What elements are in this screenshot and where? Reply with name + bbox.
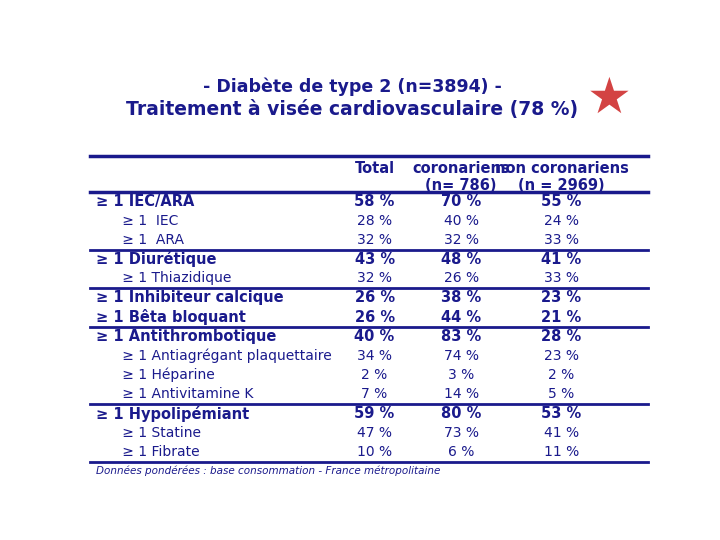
Text: 40 %: 40 % [444,214,479,227]
Text: 5 %: 5 % [549,387,575,401]
Text: 41 %: 41 % [541,252,582,267]
Text: 33 %: 33 % [544,233,579,247]
Text: ≥ 1  ARA: ≥ 1 ARA [96,233,184,247]
Text: 14 %: 14 % [444,387,479,401]
Text: 83 %: 83 % [441,329,481,344]
Text: 40 %: 40 % [354,329,395,344]
Text: 23 %: 23 % [544,349,579,363]
Text: ≥ 1 Inhibiteur calcique: ≥ 1 Inhibiteur calcique [96,291,283,305]
Text: - Diabète de type 2 (n=3894) -: - Diabète de type 2 (n=3894) - [203,77,502,96]
Text: ≥ 1  IEC: ≥ 1 IEC [96,214,178,227]
Text: 43 %: 43 % [354,252,395,267]
Text: ≥ 1 Thiazidique: ≥ 1 Thiazidique [96,272,231,286]
Text: ≥ 1 Héparine: ≥ 1 Héparine [96,368,215,382]
Text: 26 %: 26 % [444,272,479,286]
Text: 28 %: 28 % [541,329,582,344]
Text: 24 %: 24 % [544,214,579,227]
Text: 70 %: 70 % [441,194,481,209]
Text: (n= 786): (n= 786) [426,178,497,193]
Text: 21 %: 21 % [541,309,582,325]
Text: 32 %: 32 % [357,233,392,247]
Text: ≥ 1 Antithrombotique: ≥ 1 Antithrombotique [96,329,276,344]
Text: 23 %: 23 % [541,291,582,305]
Text: Données pondérées : base consommation - France métropolitaine: Données pondérées : base consommation - … [96,466,440,476]
Text: 7 %: 7 % [361,387,387,401]
Text: coronariens: coronariens [412,161,510,176]
Text: ≥ 1 Fibrate: ≥ 1 Fibrate [96,446,199,459]
Text: 32 %: 32 % [357,272,392,286]
Text: ≥ 1 Bêta bloquant: ≥ 1 Bêta bloquant [96,309,246,325]
Text: 44 %: 44 % [441,309,481,325]
Text: ★: ★ [586,75,631,123]
Text: 26 %: 26 % [354,291,395,305]
Text: 2 %: 2 % [549,368,575,382]
Text: 59 %: 59 % [354,406,395,421]
Text: 2 %: 2 % [361,368,387,382]
Text: 73 %: 73 % [444,426,479,440]
Text: ≥ 1 Antiagrégant plaquettaire: ≥ 1 Antiagrégant plaquettaire [96,348,331,363]
Text: (n = 2969): (n = 2969) [518,178,605,193]
Text: 26 %: 26 % [354,309,395,325]
Text: 41 %: 41 % [544,426,579,440]
Text: 55 %: 55 % [541,194,582,209]
Text: 3 %: 3 % [448,368,474,382]
Text: ≥ 1 Antivitamine K: ≥ 1 Antivitamine K [96,387,253,401]
Text: 34 %: 34 % [357,349,392,363]
Text: ≥ 1 Statine: ≥ 1 Statine [96,426,201,440]
Text: 33 %: 33 % [544,272,579,286]
Text: 6 %: 6 % [448,446,474,459]
Text: 38 %: 38 % [441,291,481,305]
Text: 10 %: 10 % [357,446,392,459]
Text: Traitement à visée cardiovasculaire (78 %): Traitement à visée cardiovasculaire (78 … [126,100,578,119]
Text: 11 %: 11 % [544,446,579,459]
Text: ≥ 1 IEC/ARA: ≥ 1 IEC/ARA [96,194,194,209]
Text: 74 %: 74 % [444,349,479,363]
Text: ≥ 1 Diurétique: ≥ 1 Diurétique [96,251,216,267]
Text: ≥ 1 Hypolipémiant: ≥ 1 Hypolipémiant [96,406,249,422]
Text: 80 %: 80 % [441,406,481,421]
Text: 58 %: 58 % [354,194,395,209]
Text: 28 %: 28 % [357,214,392,227]
Text: non coronariens: non coronariens [495,161,629,176]
Text: 47 %: 47 % [357,426,392,440]
Text: 53 %: 53 % [541,406,582,421]
Text: Total: Total [354,161,395,176]
Text: 32 %: 32 % [444,233,479,247]
Text: 48 %: 48 % [441,252,481,267]
